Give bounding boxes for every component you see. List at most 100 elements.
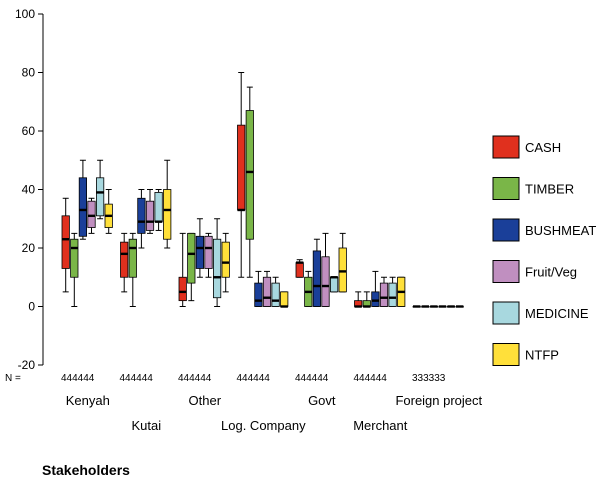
n-count: 444444 (237, 373, 271, 384)
legend-label: TIMBER (525, 182, 574, 197)
legend-item: CASH (492, 135, 561, 159)
category-label: Govt (308, 393, 336, 408)
legend: CASH TIMBER BUSHMEAT Fruit/Veg MEDICINE NTFP (492, 135, 596, 366)
box-ntfp-1 (104, 189, 113, 234)
box-cash-7 (412, 305, 421, 308)
box-iqr (195, 235, 204, 269)
category-label: Kutai (131, 418, 161, 433)
box-cash-5 (295, 259, 304, 278)
legend-item: MEDICINE (492, 301, 589, 325)
box-timber-4 (245, 86, 254, 278)
box-medicine-2 (154, 189, 163, 231)
box-iqr (78, 177, 87, 237)
y-tick-label: 0 (28, 300, 35, 314)
n-count: 444444 (178, 373, 212, 384)
category-label: Foreign project (395, 393, 482, 408)
box-iqr (120, 241, 129, 278)
legend-item: Fruit/Veg (492, 260, 577, 283)
legend-label: NTFP (525, 348, 559, 363)
box-fruit-veg-3 (204, 232, 213, 278)
box-ntfp-2 (163, 159, 172, 249)
box-bushmeat-1 (78, 159, 87, 240)
y-tick-label: 40 (22, 183, 36, 197)
x-axis-label: Stakeholders (42, 462, 130, 478)
box-timber-5 (304, 270, 313, 307)
box-ntfp-5 (338, 232, 347, 293)
box-cash-1 (61, 197, 70, 293)
box-fruit-veg-7 (438, 305, 447, 308)
box-iqr (379, 282, 389, 307)
box-iqr (295, 262, 304, 278)
box-iqr (145, 200, 155, 231)
category-labels: 444444 Kenyah 444444 Kutai 444444 Other 444444… (61, 373, 483, 433)
box-cash-3 (178, 232, 187, 307)
box-iqr (96, 177, 105, 217)
box-iqr (87, 200, 96, 228)
legend-swatch (492, 343, 520, 366)
box-iqr (163, 189, 172, 240)
box-iqr (321, 256, 330, 307)
category-label: Kenyah (66, 393, 110, 408)
legend-label: MEDICINE (525, 306, 589, 321)
y-tick-label: -20 (18, 358, 36, 372)
box-medicine-7 (446, 305, 456, 308)
box-iqr (388, 282, 397, 307)
box-fruit-veg-2 (145, 189, 155, 234)
box-bushmeat-4 (254, 270, 263, 307)
box-iqr (128, 238, 137, 278)
box-ntfp-6 (397, 276, 406, 307)
box-timber-1 (70, 232, 79, 307)
box-iqr (271, 282, 280, 307)
box-ntfp-4 (280, 291, 289, 308)
box-iqr (245, 110, 254, 240)
box-iqr (204, 235, 213, 269)
legend-label: BUSHMEAT (525, 223, 596, 238)
box-bushmeat-5 (312, 238, 322, 307)
box-ntfp-3 (221, 232, 230, 293)
box-fruit-veg-5 (321, 232, 330, 307)
legend-swatch (492, 135, 520, 159)
box-iqr (61, 215, 70, 269)
box-iqr (154, 192, 163, 223)
plot-area (61, 72, 464, 308)
legend-swatch (492, 177, 520, 200)
box-bushmeat-6 (371, 270, 380, 307)
box-cash-4 (237, 72, 246, 278)
box-timber-3 (187, 232, 196, 302)
box-iqr (137, 197, 146, 234)
box-cash-2 (120, 232, 129, 293)
box-medicine-6 (388, 276, 397, 307)
legend-swatch (492, 260, 520, 283)
box-iqr (312, 250, 322, 307)
box-iqr (237, 124, 246, 211)
legend-label: CASH (525, 140, 561, 155)
box-iqr (329, 276, 339, 293)
n-count: 333333 (412, 373, 446, 384)
n-count: 444444 (354, 373, 388, 384)
y-tick-label: 60 (22, 124, 36, 138)
box-iqr (280, 291, 289, 307)
y-tick-label: 20 (22, 241, 36, 255)
box-timber-6 (362, 291, 371, 308)
box-iqr (221, 241, 230, 278)
box-fruit-veg-6 (379, 276, 389, 307)
box-iqr (371, 291, 380, 307)
box-fruit-veg-4 (262, 270, 272, 307)
box-fruit-veg-1 (87, 197, 96, 234)
n-count: 444444 (61, 373, 95, 384)
box-cash-6 (354, 291, 363, 308)
box-iqr (70, 238, 79, 278)
box-iqr (178, 276, 187, 302)
box-medicine-4 (271, 276, 280, 307)
legend-swatch (492, 218, 520, 242)
legend-label: Fruit/Veg (525, 265, 577, 280)
box-iqr (338, 247, 347, 293)
box-medicine-5 (329, 276, 339, 293)
category-label: Merchant (353, 418, 408, 433)
category-label: Other (189, 393, 222, 408)
box-iqr (187, 232, 196, 284)
box-medicine-3 (212, 218, 222, 307)
axes: -20 0 20 40 60 80 100 N = (5, 7, 44, 384)
n-count: 444444 (295, 373, 329, 384)
